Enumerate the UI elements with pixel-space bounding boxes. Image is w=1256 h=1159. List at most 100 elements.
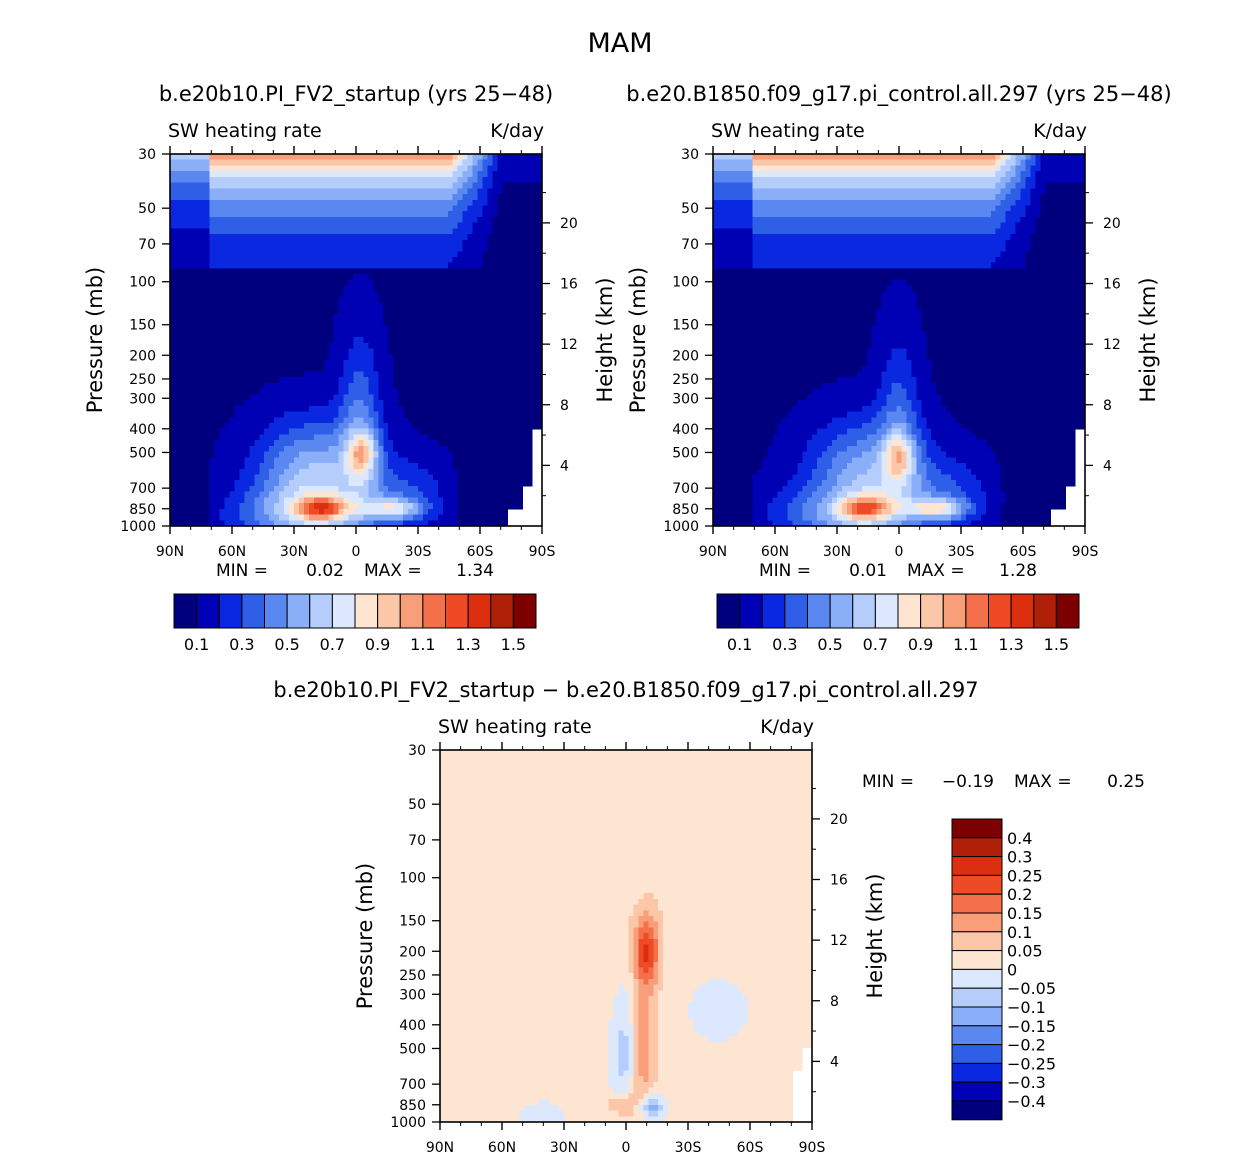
contour-cell [294,291,300,298]
contour-cell [482,445,489,453]
contour-cell [303,440,310,447]
contour-cell [254,228,260,235]
contour-cell [244,348,250,355]
contour-cell [497,274,503,281]
contour-cell [179,176,186,184]
panel-top-right: b.e20.B1850.f09_g17.pi_control.all.297 (… [626,82,1172,654]
contour-cell [229,360,236,367]
contour-cell [298,228,305,235]
contour-cell [303,457,310,464]
contour-cell [408,342,414,350]
contour-cell [219,503,226,510]
contour-cell [179,297,186,304]
contour-cell [244,377,250,384]
contour-cell [353,257,360,264]
contour-cell [274,262,280,270]
contour-cell [338,474,345,481]
contour-cell [199,194,206,201]
contour-cell [219,199,226,207]
contour-cell [502,348,508,355]
contour-cell [522,422,528,430]
contour-cell [482,411,489,418]
contour-cell [184,337,191,344]
contour-cell [338,354,345,361]
contour-cell [328,468,335,476]
contour-cell [279,485,285,493]
contour-cell [179,365,186,373]
contour-cell [378,176,384,184]
contour-cell [219,194,226,201]
contour-cell [234,165,241,172]
contour-cell [363,371,369,378]
contour-cell [244,205,250,212]
contour-cell [527,257,533,264]
contour-cell [199,428,206,436]
contour-cell [264,411,270,418]
contour-cell [229,234,236,241]
contour-cell [308,445,315,453]
contour-cell [313,176,320,184]
contour-cell [492,445,498,453]
contour-cell [368,457,374,464]
contour-cell [413,388,419,395]
contour-cell [204,520,211,527]
contour-cell [482,428,489,436]
contour-cell [264,434,270,441]
contour-cell [422,497,429,504]
contour-cell [294,508,300,516]
contour-cell [279,262,285,270]
contour-cell [477,176,484,184]
contour-cell [219,154,226,161]
contour-cell [522,239,528,247]
contour-cell [487,434,493,441]
contour-cell [333,325,340,333]
contour-cell [264,228,270,235]
contour-cell [393,382,399,390]
contour-cell [427,297,434,304]
contour-cell [308,302,315,310]
contour-cell [179,291,186,298]
contour-cell [403,154,409,161]
contour-cell [447,445,454,453]
contour-cell [447,480,454,487]
contour-cell [522,428,528,436]
contour-cell [422,422,429,430]
contour-cell [343,405,350,413]
contour-cell [174,239,181,247]
contour-cell [507,394,513,401]
contour-cell [462,457,469,464]
contour-cell [452,251,459,258]
contour-cell [170,491,176,498]
contour-cell [427,394,434,401]
contour-cell [422,302,429,310]
contour-cell [413,279,419,287]
contour-cell [298,331,305,338]
contour-cell [427,400,434,407]
contour-cell [427,342,434,350]
contour-cell [418,297,424,304]
contour-cell [422,159,429,167]
contour-cell [189,445,196,453]
contour-cell [333,308,340,315]
contour-cell [507,411,513,418]
contour-cell [170,291,176,298]
contour-cell [353,337,360,344]
contour-cell [462,365,469,373]
contour-cell [259,188,265,195]
contour-cell [393,205,399,212]
contour-cell [209,388,216,395]
contour-cell [403,194,409,201]
contour-cell [328,360,335,367]
contour-cell [537,400,543,407]
contour-cell [413,262,419,270]
contour-cell [274,514,280,521]
contour-cell [318,417,325,424]
contour-cell [234,262,241,270]
contour-cell [388,331,394,338]
contour-cell [219,422,226,430]
contour-cell [393,216,399,224]
contour-cell [204,325,211,333]
contour-cell [303,468,310,476]
contour-cell [194,302,201,310]
contour-cell [368,400,374,407]
